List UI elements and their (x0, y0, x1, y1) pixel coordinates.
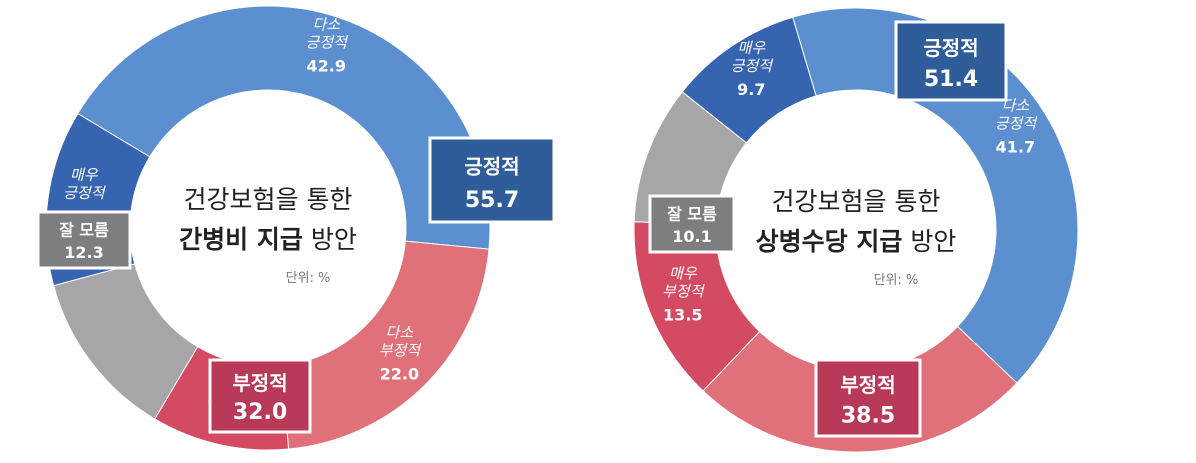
group-box-label: 잘 모름 (59, 221, 109, 240)
group-box-value: 32.0 (233, 400, 287, 425)
chart-title-line-2: 상병수당 지급 방안 (756, 227, 957, 256)
unit-label: 단위: % (874, 273, 919, 288)
group-box: 잘 모름 10.1 (648, 194, 736, 254)
slice-value: 22.0 (380, 365, 419, 384)
slice-label: 매우 긍정적 (63, 166, 107, 202)
slice-value: 41.7 (996, 137, 1035, 156)
chart-title-line-2: 간병비 지급 방안 (179, 225, 357, 254)
donut-slice (681, 16, 817, 144)
chart-title-line-1: 건강보험을 통한 (772, 187, 941, 216)
donut-slice (280, 240, 490, 450)
group-box-label: 부정적 (840, 373, 895, 397)
slice-value: 9.7 (737, 80, 765, 99)
group-box: 부정적 32.0 (208, 358, 312, 434)
donut-chart-1: 다소긍정적42.9다소부정적22.0매우부정적10.0매우긍정적12.8건강보험… (36, 5, 556, 451)
group-box-label: 부정적 (232, 371, 287, 395)
unit-label: 단위: % (286, 271, 331, 286)
group-box-label: 긍정적 (923, 36, 978, 60)
group-box-value: 12.3 (64, 243, 103, 262)
slice-label: 다소 긍정적 (995, 96, 1039, 132)
group-box-bg (428, 136, 556, 224)
slice-value: 42.9 (307, 56, 346, 75)
chart-title-line-1: 건강보험을 통한 (184, 185, 353, 214)
group-box-bg (894, 20, 1008, 102)
group-box-label: 잘 모름 (667, 205, 717, 224)
group-box-value: 10.1 (672, 227, 711, 246)
group-box-value: 55.7 (465, 188, 519, 213)
group-box-value: 51.4 (924, 67, 978, 92)
slice-label: 다소 긍정적 (306, 15, 350, 51)
group-box: 잘 모름 12.3 (36, 210, 132, 270)
group-box-label: 긍정적 (464, 154, 519, 178)
slice-label: 매우 긍정적 (731, 39, 775, 75)
group-box: 부정적 38.5 (814, 358, 922, 438)
group-box-bg (36, 210, 132, 270)
group-box-value: 38.5 (841, 403, 895, 428)
slice-value: 13.5 (663, 306, 702, 325)
group-box: 긍정적 55.7 (428, 136, 556, 224)
group-box-bg (208, 358, 312, 434)
group-box-bg (648, 194, 736, 254)
group-box: 긍정적 51.4 (894, 20, 1008, 102)
group-box-bg (814, 358, 922, 438)
donut-chart-2: 다소긍정적41.7다소부정적25.0매우부정적13.5매우긍정적9.7건강보험을… (633, 7, 1079, 453)
